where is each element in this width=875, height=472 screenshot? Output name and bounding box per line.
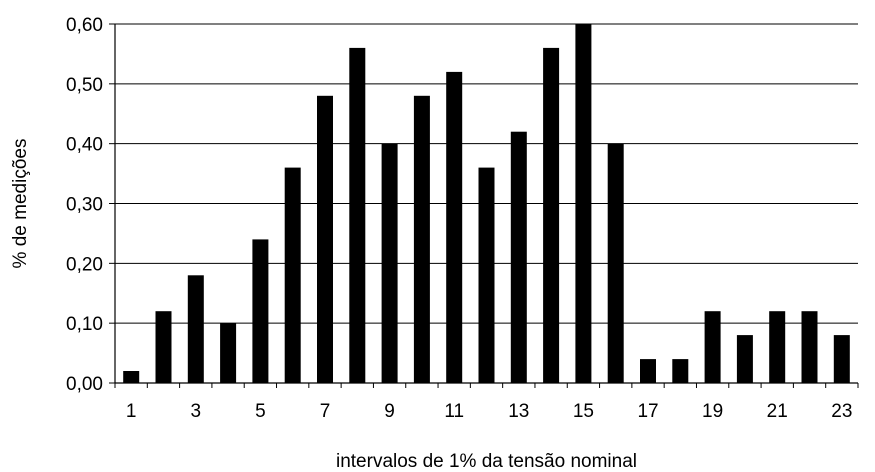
y-tick-label: 0,60 (66, 15, 103, 36)
bar (672, 359, 689, 383)
x-tick-label: 7 (320, 401, 331, 422)
x-tick-labels: 1 3 5 7 9 11 13 15 17 19 21 23 (126, 401, 853, 422)
x-tick-label: 1 (126, 401, 137, 422)
x-tick-label: 21 (767, 401, 788, 422)
bar (155, 311, 172, 383)
y-tick-label: 0,00 (66, 374, 103, 395)
bar (736, 335, 753, 383)
y-tick-label: 0,50 (66, 75, 103, 96)
bar (187, 275, 204, 383)
x-tick-label: 19 (702, 401, 723, 422)
bar (607, 143, 624, 383)
x-tick-label: 17 (637, 401, 658, 422)
y-tick-label: 0,30 (66, 195, 103, 216)
bar (478, 167, 495, 383)
y-tick-label: 0,10 (66, 314, 103, 335)
bar (413, 95, 430, 384)
y-tick-label: 0,40 (66, 135, 103, 156)
x-tick-label: 11 (444, 401, 464, 422)
y-axis-title: % de medições (10, 139, 31, 269)
bar (284, 167, 301, 383)
bar (543, 47, 560, 384)
y-tick-label: 0,20 (66, 254, 103, 275)
bar (575, 24, 592, 383)
x-axis-title: intervalos de 1% da tensão nominal (336, 451, 637, 472)
bar (252, 239, 269, 383)
bar (769, 311, 786, 383)
bar (381, 143, 398, 383)
bar (510, 131, 527, 383)
x-tick-label: 23 (831, 401, 852, 422)
x-tick-label: 15 (573, 401, 594, 422)
bar (317, 95, 333, 384)
bar (801, 311, 818, 383)
bar (123, 371, 140, 383)
y-tick-labels: 0,00 0,10 0,20 0,30 0,40 0,50 0,60 (66, 15, 103, 395)
bar (220, 323, 237, 383)
bars (123, 24, 850, 384)
bar (446, 71, 463, 384)
bar (349, 47, 366, 384)
x-tick-label: 13 (508, 401, 529, 422)
x-tick-label: 9 (384, 401, 395, 422)
axes (109, 23, 859, 388)
bar (833, 335, 850, 383)
x-tick-label: 3 (190, 401, 201, 422)
bar (704, 311, 721, 383)
bar (640, 359, 656, 383)
x-tick-label: 5 (255, 401, 266, 422)
